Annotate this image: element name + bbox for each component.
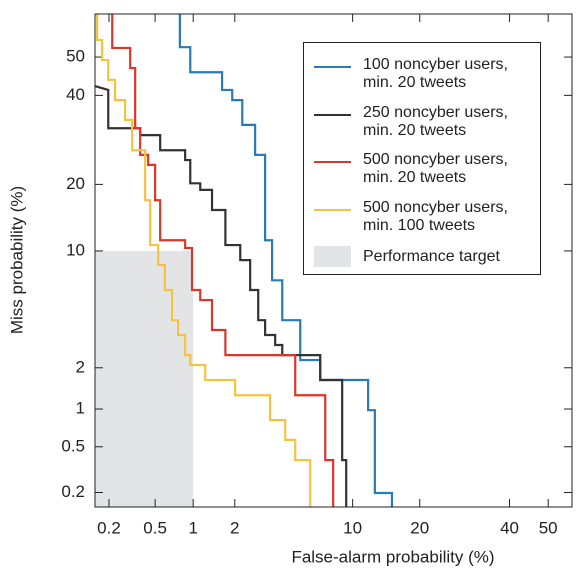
- x-axis-title: False-alarm probability (%): [291, 547, 494, 566]
- legend-swatch: [314, 209, 351, 211]
- y-tick-label: 0.2: [61, 482, 85, 501]
- x-tick-label: 50: [539, 518, 558, 537]
- x-tick-label: 2: [230, 518, 239, 537]
- y-tick-label: 20: [66, 174, 85, 193]
- legend-swatch: [314, 66, 351, 68]
- performance-target: [95, 250, 194, 507]
- legend-label: 500 noncyber users, min. 100 tweets: [363, 199, 508, 234]
- det-curve: [178, 14, 394, 507]
- legend-swatch: [314, 114, 351, 116]
- y-axis-title: Miss probability (%): [7, 186, 26, 334]
- y-tick-label: 0.5: [61, 436, 85, 455]
- x-tick-label: 0.2: [97, 518, 121, 537]
- x-tick-label: 1: [188, 518, 197, 537]
- x-tick-label: 0.5: [143, 518, 167, 537]
- legend: 100 noncyber users, min. 20 tweets 250 no…: [303, 42, 541, 275]
- y-tick-label: 2: [76, 357, 85, 376]
- x-tick-label: 40: [500, 518, 519, 537]
- y-tick-label: 50: [66, 47, 85, 66]
- x-tick-label: 20: [410, 518, 429, 537]
- det-curve: [96, 14, 312, 507]
- y-tick-label: 1: [76, 399, 85, 418]
- x-tick-label: 10: [343, 518, 362, 537]
- legend-label: 250 noncyber users, min. 20 tweets: [363, 104, 508, 139]
- plot-frame: [94, 13, 573, 508]
- y-tick-label: 40: [66, 85, 85, 104]
- plot-area: [95, 14, 394, 507]
- legend-label: 500 noncyber users, min. 20 tweets: [363, 151, 508, 186]
- legend-swatch: [314, 161, 351, 163]
- legend-label: 100 noncyber users, min. 20 tweets: [363, 56, 508, 91]
- legend-label: Performance target: [363, 248, 500, 265]
- legend-swatch: [314, 246, 351, 267]
- det-curve: [111, 14, 335, 507]
- y-tick-label: 10: [66, 240, 85, 259]
